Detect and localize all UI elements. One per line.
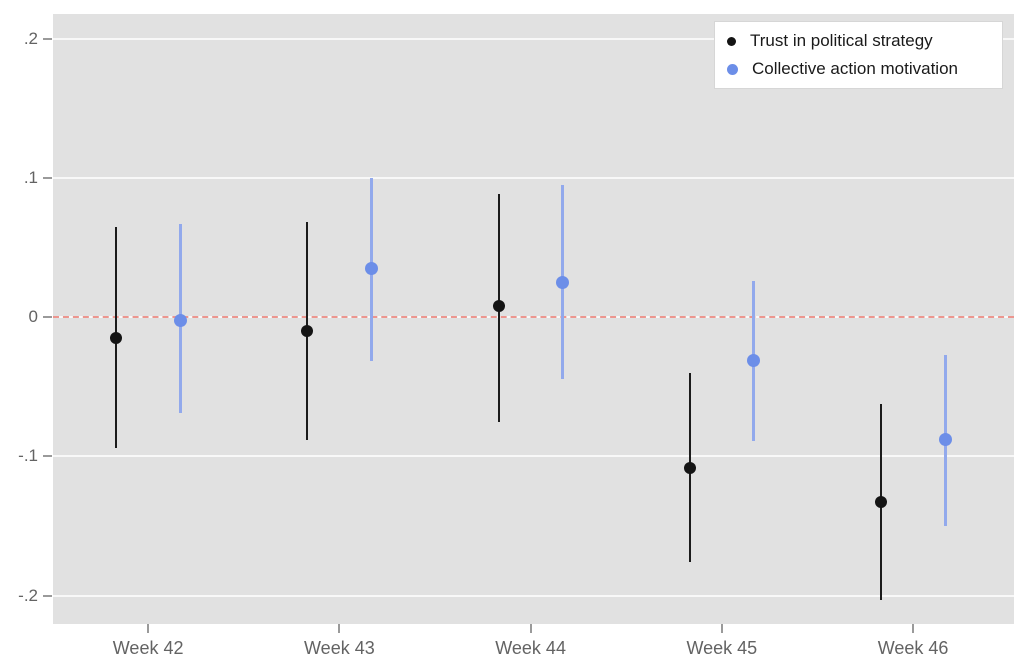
x-axis-tick-label: Week 45	[686, 638, 758, 658]
x-axis-tick	[147, 624, 150, 633]
gridline	[53, 38, 1014, 41]
gridline	[53, 455, 1014, 458]
x-axis-tick	[720, 624, 723, 633]
y-axis-tick-label: -.1	[18, 446, 38, 466]
y-axis-tick-label: .2	[23, 29, 38, 49]
x-axis-tick	[912, 624, 915, 633]
point-estimate-marker	[683, 461, 696, 474]
legend-swatch-black-dot-icon	[727, 36, 736, 46]
point-estimate-marker	[301, 325, 314, 338]
legend: Trust in political strategy Collective a…	[714, 21, 1003, 89]
x-axis-tick-label: Week 44	[495, 638, 566, 658]
point-estimate-marker	[556, 276, 570, 290]
gridline	[53, 594, 1014, 597]
legend-swatch-blue-dot-icon	[727, 63, 738, 75]
x-axis-tick	[338, 624, 341, 633]
legend-entry-collective: Collective action motivation	[723, 55, 994, 83]
legend-label: Collective action motivation	[752, 59, 958, 78]
plot-area	[53, 14, 1014, 624]
x-axis-tick	[529, 624, 532, 633]
x-axis-tick-label: Week 42	[112, 638, 184, 658]
x-axis-tick-label: Week 43	[304, 638, 375, 658]
point-estimate-marker	[173, 313, 187, 327]
zero-reference-line	[53, 316, 1014, 319]
y-axis-tick-label: -.2	[18, 585, 38, 605]
y-axis-tick	[43, 594, 52, 597]
x-axis-tick-label: Week 46	[877, 638, 949, 658]
point-estimate-marker	[364, 262, 378, 276]
legend-entry-trust: Trust in political strategy	[723, 27, 994, 55]
y-axis-tick	[43, 455, 52, 458]
y-axis-tick	[43, 177, 52, 180]
y-axis-tick-label: 0	[28, 307, 38, 327]
gridline	[53, 177, 1014, 180]
point-estimate-marker	[875, 496, 888, 509]
y-axis-tick	[43, 38, 52, 41]
point-estimate-marker	[747, 354, 761, 368]
y-axis-tick-label: .1	[23, 168, 38, 188]
point-estimate-marker	[492, 300, 505, 313]
point-estimate-marker	[110, 332, 123, 345]
y-axis-tick	[43, 316, 52, 319]
point-estimate-marker	[938, 433, 952, 447]
legend-label: Trust in political strategy	[750, 31, 933, 50]
